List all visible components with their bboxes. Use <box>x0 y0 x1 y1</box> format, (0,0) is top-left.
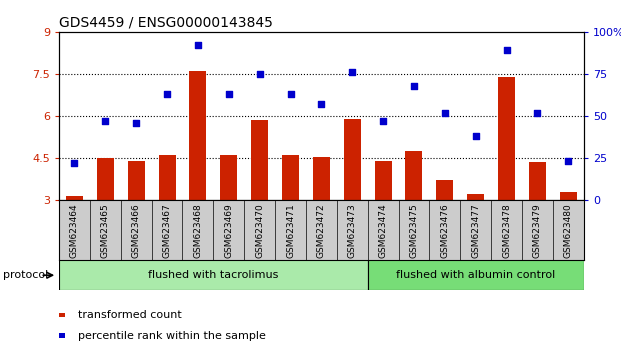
Point <box>255 71 265 77</box>
Text: GSM623472: GSM623472 <box>317 203 326 258</box>
Text: GSM623479: GSM623479 <box>533 203 542 258</box>
Text: GSM623473: GSM623473 <box>348 203 356 258</box>
Bar <box>158 155 176 200</box>
Text: GSM623464: GSM623464 <box>70 203 79 258</box>
Text: GSM623474: GSM623474 <box>379 203 388 258</box>
Text: GSM623470: GSM623470 <box>255 203 264 258</box>
Point <box>224 91 233 97</box>
Bar <box>282 155 299 200</box>
Point <box>409 83 419 88</box>
Text: flushed with albumin control: flushed with albumin control <box>396 270 555 280</box>
Bar <box>560 192 577 200</box>
Bar <box>498 77 515 200</box>
Text: GSM623476: GSM623476 <box>440 203 450 258</box>
Bar <box>313 156 330 200</box>
Text: percentile rank within the sample: percentile rank within the sample <box>78 331 266 341</box>
Text: GSM623468: GSM623468 <box>193 203 202 258</box>
Point <box>286 91 296 97</box>
Bar <box>467 194 484 200</box>
Text: flushed with tacrolimus: flushed with tacrolimus <box>148 270 279 280</box>
Bar <box>529 162 546 200</box>
Point <box>347 69 357 75</box>
Point <box>563 159 573 164</box>
Point <box>70 160 79 166</box>
Point <box>101 118 111 124</box>
Text: GSM623475: GSM623475 <box>409 203 419 258</box>
Text: GSM623478: GSM623478 <box>502 203 511 258</box>
Text: GDS4459 / ENSG00000143845: GDS4459 / ENSG00000143845 <box>59 16 273 30</box>
Text: GSM623477: GSM623477 <box>471 203 480 258</box>
Point <box>502 47 512 53</box>
Point <box>378 118 388 124</box>
Text: transformed count: transformed count <box>78 310 181 320</box>
Point <box>131 120 141 126</box>
Bar <box>97 158 114 200</box>
Point <box>193 42 203 48</box>
Bar <box>437 181 453 200</box>
Text: GSM623465: GSM623465 <box>101 203 110 258</box>
Bar <box>220 155 237 200</box>
Text: protocol: protocol <box>3 270 48 280</box>
Point <box>162 91 172 97</box>
Point <box>471 133 481 139</box>
Bar <box>66 196 83 200</box>
Text: GSM623467: GSM623467 <box>163 203 171 258</box>
Bar <box>406 151 422 200</box>
Text: GSM623480: GSM623480 <box>564 203 573 258</box>
Point <box>316 101 327 107</box>
Text: GSM623469: GSM623469 <box>224 203 233 258</box>
Text: GSM623466: GSM623466 <box>132 203 141 258</box>
Bar <box>251 120 268 200</box>
Bar <box>59 260 368 290</box>
Bar <box>368 260 584 290</box>
Bar <box>344 119 361 200</box>
Bar <box>189 71 206 200</box>
Bar <box>128 161 145 200</box>
Point <box>532 110 542 115</box>
Text: GSM623471: GSM623471 <box>286 203 295 258</box>
Bar <box>374 161 392 200</box>
Point <box>440 110 450 115</box>
